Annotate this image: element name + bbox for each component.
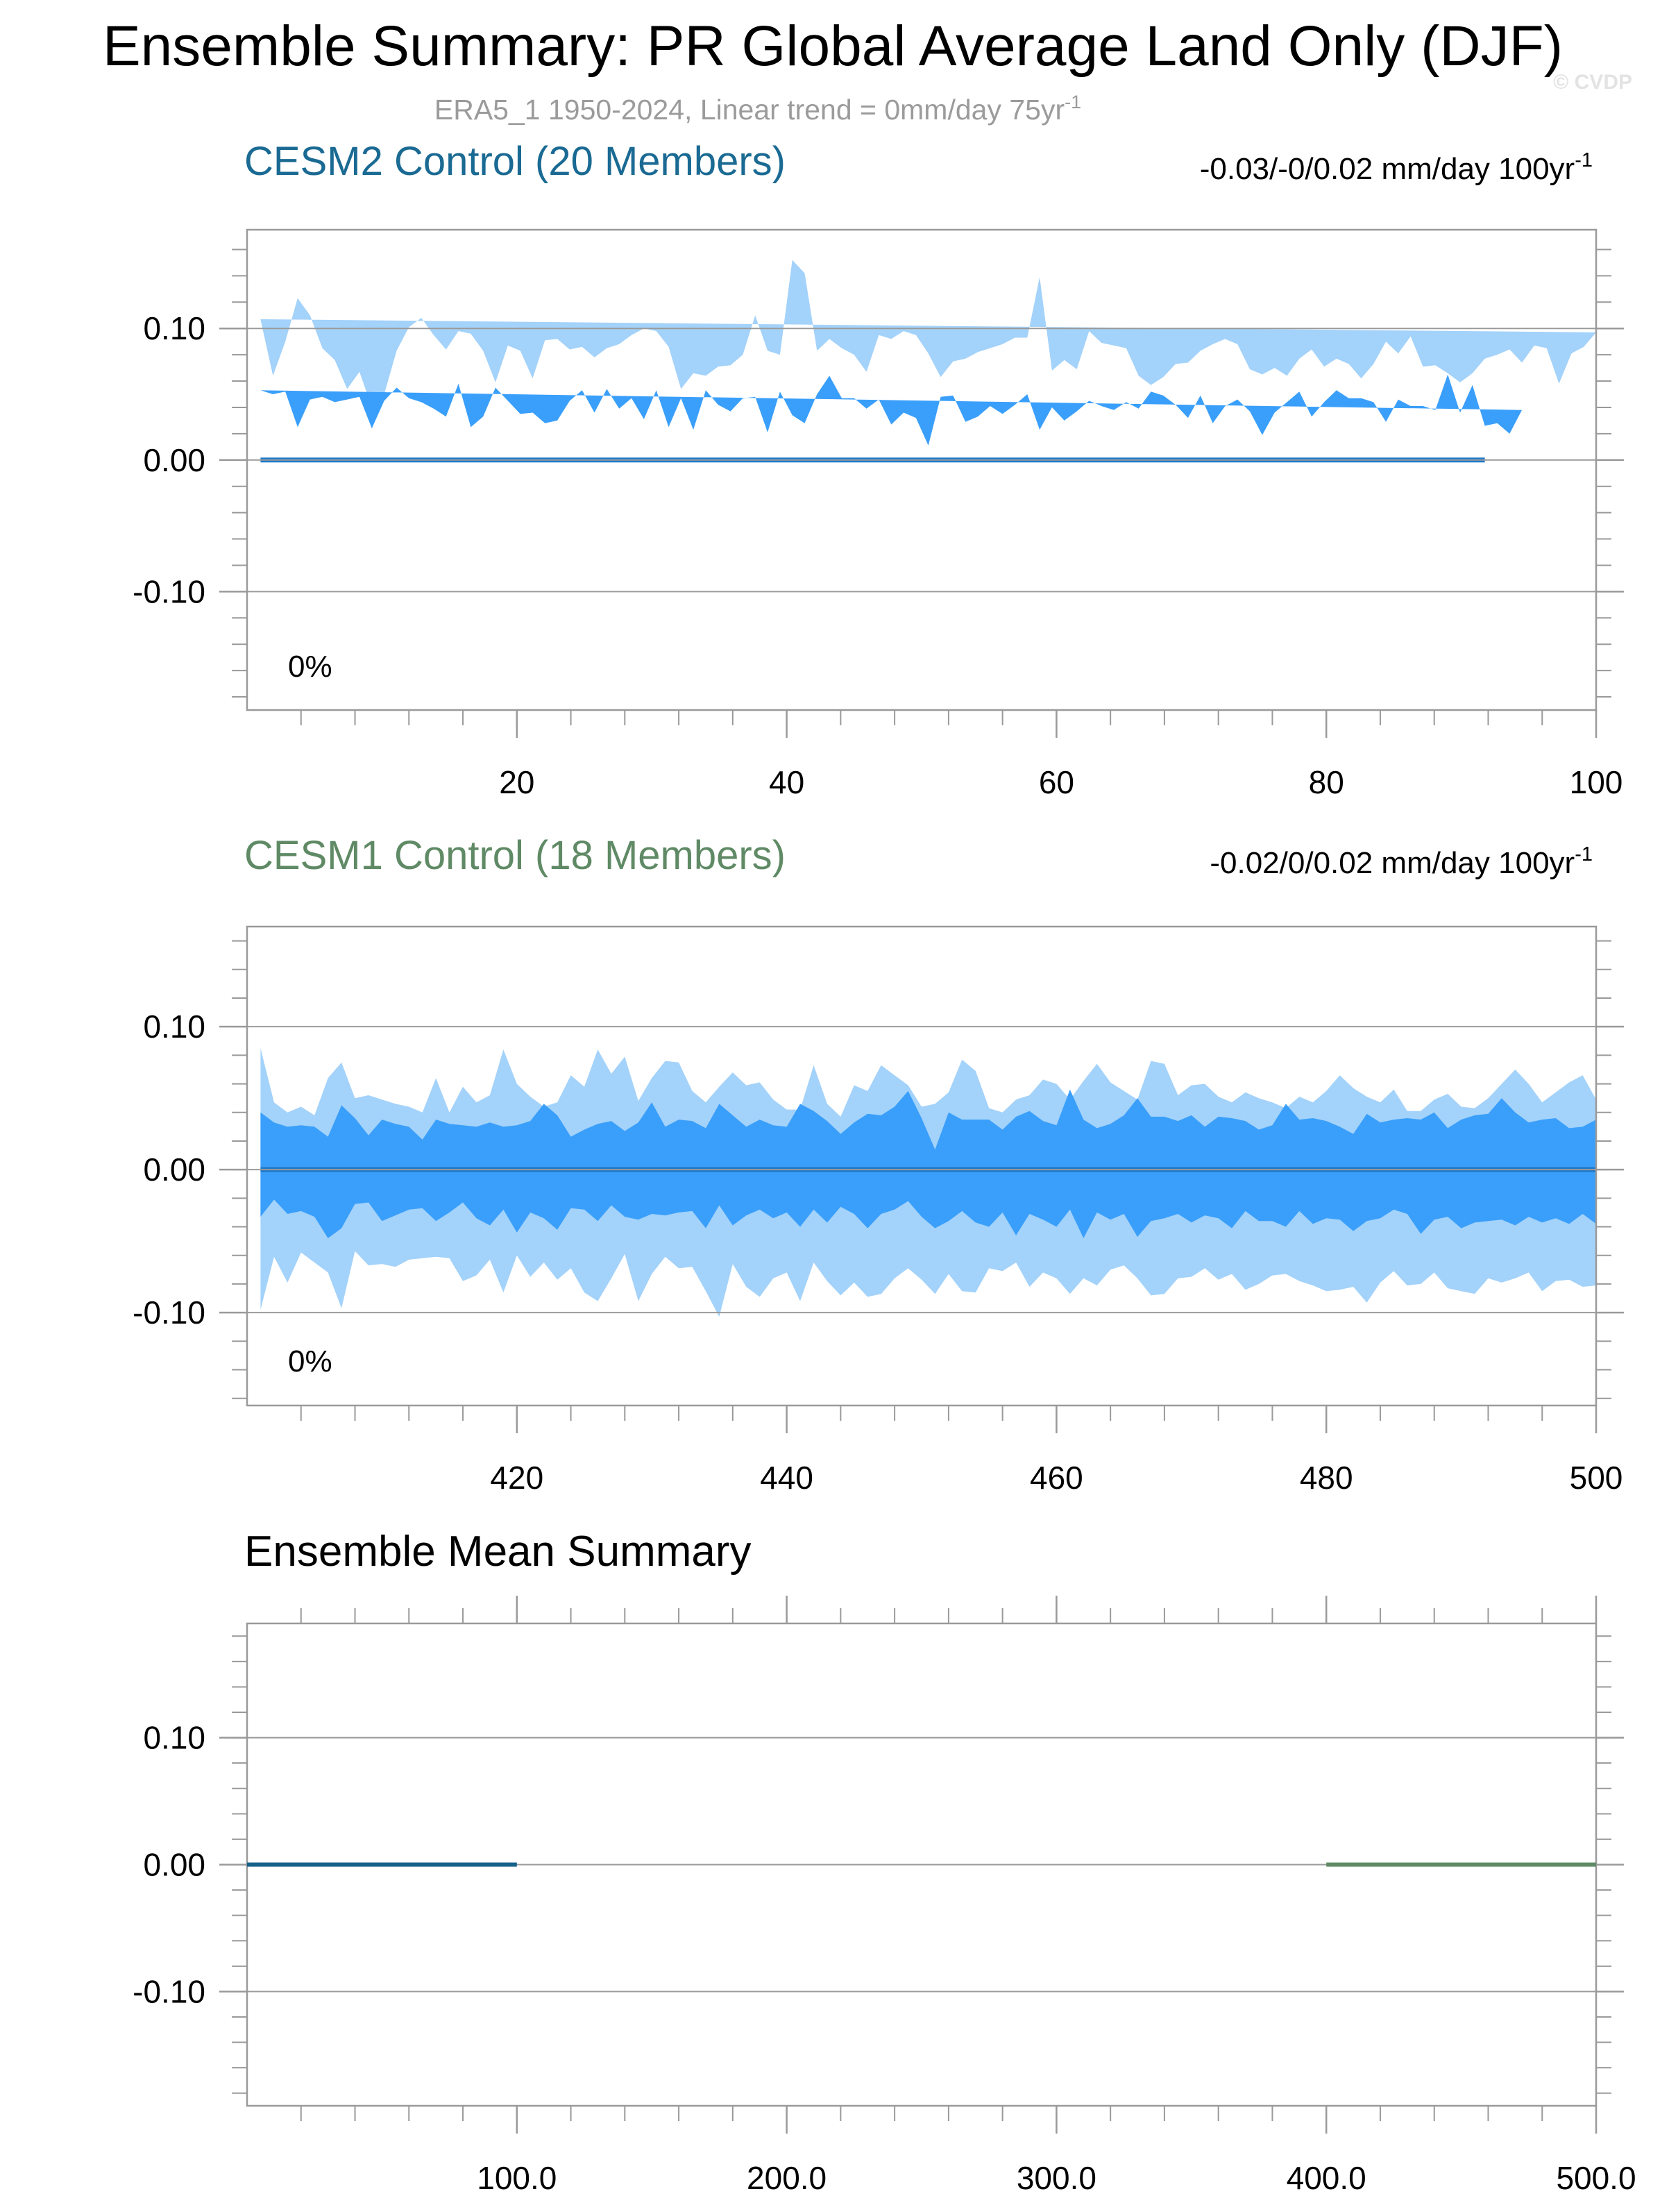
x-tick-label: 60 — [1039, 764, 1074, 800]
ensemble-range-outer — [260, 260, 1596, 407]
x-tick-label: 40 — [769, 764, 804, 800]
y-tick-label: -0.10 — [133, 1973, 205, 2009]
figure-subtitle-sup: -1 — [1065, 92, 1081, 112]
panel-ensemble-mean: Ensemble Mean Summary 0.10 0.00 -0.10 100.0… — [133, 1528, 1636, 2196]
x-tick-label: 100 — [1570, 764, 1623, 800]
plot-frame — [246, 228, 1598, 711]
panel-cesm2-trend-text: -0.03/-0/0.02 mm/day 100yr — [1200, 152, 1575, 186]
y-tick-label: 0.10 — [143, 310, 205, 346]
y-tick-label: 0.00 — [143, 1151, 205, 1188]
panel-cesm2-trend: -0.03/-0/0.02 mm/day 100yr-1 — [1200, 149, 1593, 186]
panel-cesm2-percent: 0% — [288, 650, 332, 684]
panel-cesm1-trend-sup: -1 — [1575, 843, 1593, 866]
plot-area-ensemble-mean: 0.10 0.00 -0.10 100.0 200.0 300.0 400.0 500.0 — [133, 1596, 1636, 2196]
y-tick-label: 0.00 — [143, 442, 205, 478]
plot-area-cesm2: 0.10 0.00 -0.10 20 40 60 80 100 — [133, 228, 1624, 800]
x-tick-label: 200.0 — [747, 2160, 827, 2196]
plot-frame — [246, 925, 1598, 1407]
y-tick-label: -0.10 — [133, 1294, 205, 1331]
x-tick-label: 420 — [490, 1460, 543, 1496]
x-tick-label: 500 — [1570, 1460, 1623, 1496]
y-tick-label: -0.10 — [133, 573, 205, 609]
x-tick-label: 460 — [1030, 1460, 1083, 1496]
x-tick-label: 20 — [499, 764, 534, 800]
panel-cesm1-title: CESM1 Control (18 Members) — [244, 833, 786, 878]
x-tick-label: 100.0 — [477, 2160, 557, 2196]
x-tick-label: 300.0 — [1017, 2160, 1096, 2196]
figure-subtitle: ERA5_1 1950-2024, Linear trend = 0mm/day… — [434, 92, 1081, 126]
x-tick-label: 400.0 — [1287, 2160, 1366, 2196]
figure-title: Ensemble Summary: PR Global Average Land… — [103, 15, 1563, 78]
panel-cesm2: CESM2 Control (20 Members) -0.03/-0/0.02… — [133, 139, 1624, 800]
ensemble-range-inner — [260, 374, 1523, 446]
watermark: © CVDP — [1553, 71, 1632, 94]
plot-area-cesm1: 0.10 0.00 -0.10 420 440 460 480 500 — [133, 925, 1624, 1496]
x-tick-label: 500.0 — [1556, 2160, 1636, 2196]
ensemble-range-inner — [260, 1089, 1596, 1238]
panel-cesm2-title: CESM2 Control (20 Members) — [244, 139, 786, 184]
panel-cesm1-trend-text: -0.02/0/0.02 mm/day 100yr — [1210, 846, 1575, 880]
panel-cesm1-percent: 0% — [288, 1344, 332, 1378]
x-tick-label: 440 — [760, 1460, 813, 1496]
panel-cesm1: CESM1 Control (18 Members) -0.02/0/0.02 … — [133, 833, 1624, 1496]
panel-ensemble-mean-title: Ensemble Mean Summary — [244, 1528, 752, 1576]
panel-cesm1-trend: -0.02/0/0.02 mm/day 100yr-1 — [1210, 843, 1593, 880]
y-tick-label: 0.10 — [143, 1720, 205, 1756]
x-tick-label: 480 — [1300, 1460, 1353, 1496]
y-tick-label: 0.00 — [143, 1847, 205, 1883]
figure-subtitle-text: ERA5_1 1950-2024, Linear trend = 0mm/day… — [434, 94, 1065, 126]
x-tick-label: 80 — [1309, 764, 1344, 800]
panel-cesm2-trend-sup: -1 — [1575, 149, 1593, 171]
y-tick-label: 0.10 — [143, 1008, 205, 1045]
